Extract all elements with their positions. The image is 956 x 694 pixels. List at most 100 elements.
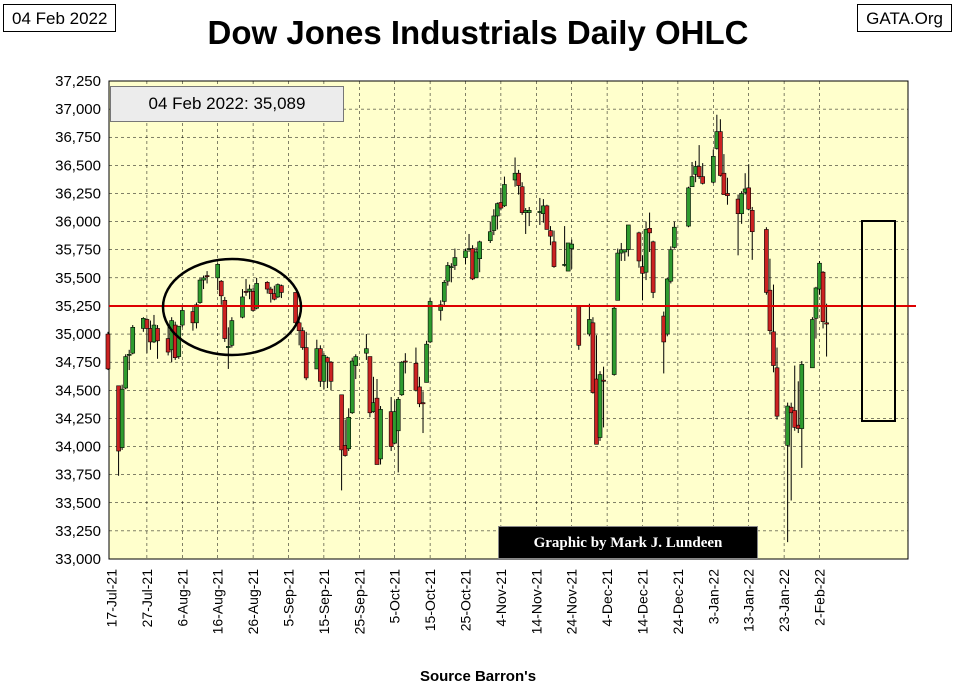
candle-body bbox=[417, 386, 422, 405]
candle bbox=[296, 320, 302, 346]
candle bbox=[349, 357, 355, 414]
candle-body bbox=[367, 356, 373, 414]
candle-body bbox=[399, 361, 405, 396]
candle-body bbox=[551, 241, 557, 267]
candle bbox=[615, 248, 621, 301]
candle bbox=[668, 246, 674, 284]
candle-body bbox=[300, 330, 305, 348]
candle bbox=[378, 406, 383, 465]
candle-body bbox=[810, 319, 815, 369]
candle bbox=[218, 280, 224, 305]
candle-body bbox=[268, 288, 274, 294]
candle-body bbox=[788, 406, 794, 414]
candle-body bbox=[764, 229, 769, 293]
candle bbox=[643, 221, 649, 281]
candle bbox=[119, 384, 125, 450]
candle bbox=[264, 281, 270, 294]
y-tick-label: 37,250 bbox=[55, 73, 101, 90]
candle bbox=[519, 182, 525, 215]
candle-body bbox=[226, 346, 231, 348]
candle-body bbox=[218, 280, 224, 297]
candle-body bbox=[739, 193, 744, 215]
x-tick-label: 15-Sep-21 bbox=[316, 569, 332, 635]
candle-body bbox=[526, 210, 532, 213]
candle-body bbox=[364, 348, 369, 354]
candle bbox=[126, 349, 132, 371]
candle-body bbox=[700, 176, 705, 184]
candle bbox=[367, 356, 373, 418]
candle bbox=[664, 277, 670, 337]
candle-body bbox=[689, 176, 695, 188]
candle bbox=[597, 371, 603, 441]
candle-body bbox=[696, 166, 702, 177]
candle bbox=[180, 307, 185, 328]
candle bbox=[700, 163, 705, 185]
candle-body bbox=[718, 131, 723, 176]
candle-body bbox=[144, 319, 150, 329]
candle bbox=[810, 317, 815, 369]
candle bbox=[813, 286, 819, 339]
candle-body bbox=[215, 264, 220, 279]
candle bbox=[601, 366, 606, 428]
candle bbox=[771, 284, 776, 373]
x-tick-label: 14-Nov-21 bbox=[528, 569, 544, 635]
candle-body bbox=[197, 279, 203, 303]
candle-body bbox=[247, 288, 252, 292]
x-tick-label: 25-Sep-21 bbox=[351, 569, 367, 635]
candle bbox=[144, 318, 150, 354]
candle bbox=[650, 240, 656, 299]
candle bbox=[293, 292, 298, 327]
candle bbox=[590, 317, 596, 394]
candle-body bbox=[424, 343, 429, 383]
candles bbox=[105, 114, 829, 543]
candle bbox=[749, 206, 755, 260]
candle-body bbox=[194, 304, 199, 324]
candle bbox=[105, 331, 111, 371]
candle-body bbox=[636, 232, 642, 262]
y-tick-label: 35,500 bbox=[55, 270, 101, 287]
candle-body bbox=[519, 186, 525, 213]
y-tick-label: 33,750 bbox=[55, 467, 101, 484]
candle bbox=[395, 397, 401, 473]
x-tick-label: 4-Dec-21 bbox=[599, 569, 615, 627]
candle-body bbox=[622, 249, 628, 253]
candle bbox=[721, 154, 727, 195]
candle bbox=[403, 353, 408, 374]
candle bbox=[449, 263, 454, 283]
candle bbox=[303, 331, 309, 381]
y-tick-label: 34,000 bbox=[55, 439, 101, 456]
candle bbox=[820, 271, 826, 329]
candle bbox=[243, 278, 249, 296]
y-tick-label: 33,000 bbox=[55, 551, 101, 568]
candle bbox=[413, 347, 419, 392]
x-tick-label: 5-Oct-21 bbox=[387, 569, 403, 624]
candle-body bbox=[303, 347, 309, 379]
candle-body bbox=[565, 242, 571, 272]
candle-body bbox=[767, 289, 773, 331]
candle bbox=[417, 376, 422, 408]
candle bbox=[130, 325, 136, 355]
candle bbox=[197, 277, 203, 304]
candle bbox=[565, 242, 571, 272]
candle bbox=[353, 354, 359, 380]
y-tick-label: 36,750 bbox=[55, 129, 101, 146]
candle-body bbox=[463, 250, 468, 258]
x-axis-label: Source Barron's bbox=[419, 668, 537, 685]
candle-body bbox=[774, 367, 780, 417]
candle bbox=[222, 296, 228, 342]
candle-body bbox=[569, 243, 575, 249]
candle-body bbox=[176, 325, 182, 357]
y-axis: 33,000 33,250 33,500 33,750 34,000 34,250 34,5… bbox=[55, 73, 101, 568]
info-box: 04 Feb 2022: 35,089 bbox=[110, 86, 344, 122]
candle-body bbox=[325, 357, 330, 363]
candle bbox=[516, 169, 521, 195]
candle bbox=[774, 347, 780, 420]
candle-body bbox=[243, 291, 249, 293]
candle-body bbox=[403, 360, 408, 363]
candle bbox=[452, 248, 458, 270]
candle bbox=[226, 327, 231, 369]
x-tick-label: 24-Dec-21 bbox=[670, 569, 686, 635]
candle bbox=[424, 340, 429, 383]
candle bbox=[204, 271, 210, 284]
candle-body bbox=[502, 184, 507, 207]
